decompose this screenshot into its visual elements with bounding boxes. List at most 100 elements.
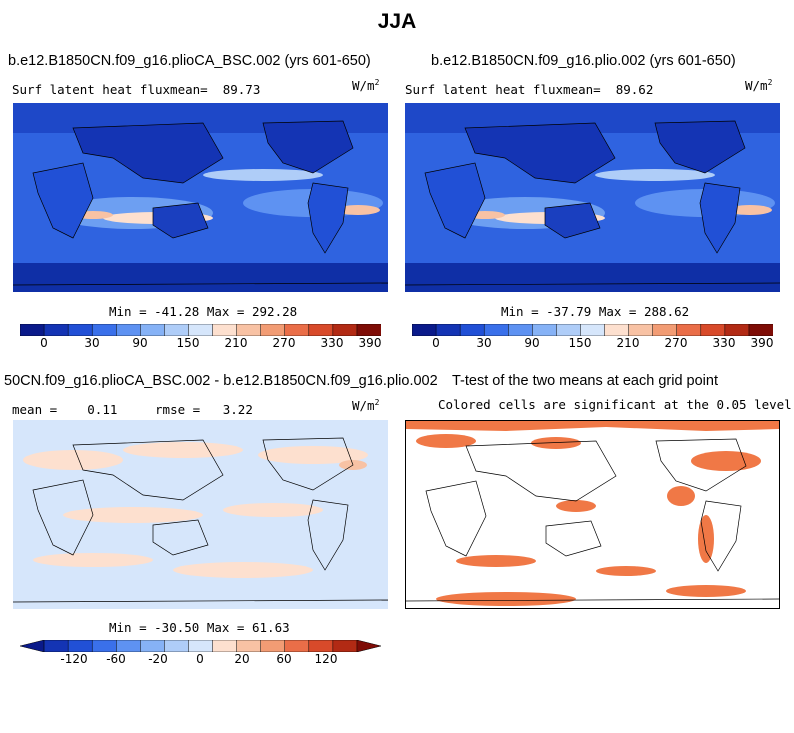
panel-4-map	[405, 420, 780, 609]
colorbar-swatch	[652, 324, 678, 336]
panel-3-stats: mean = 0.11 rmse = 3.22	[12, 402, 253, 417]
panel-3-colorbar-labels: -120 -60 -20 0 20 60 120	[20, 652, 381, 668]
colorbar-swatch	[459, 324, 485, 336]
cb1-tick-4: 210	[224, 336, 248, 350]
colorbar-swatch	[412, 324, 437, 336]
panel-2-mean-text: Surf latent heat fluxmean=	[405, 82, 601, 97]
cb2-tick-6: 330	[712, 336, 736, 350]
panel-2-title: b.e12.B1850CN.f09_g16.plio.002 (yrs 601-…	[431, 53, 736, 69]
colorbar-swatch	[483, 324, 510, 336]
colorbar-swatch	[188, 324, 214, 336]
colorbar-swatch	[260, 640, 286, 652]
colorbar-swatch	[260, 324, 286, 336]
cb1-tick-3: 150	[176, 336, 200, 350]
panel-1-minmax: Min = -41.28 Max = 292.28	[109, 304, 298, 319]
cb2-tick-5: 270	[664, 336, 688, 350]
colorbar-swatch	[212, 324, 238, 336]
panel-3-units-base: W/m	[352, 398, 375, 414]
colorbar-swatch	[604, 324, 630, 336]
cb1-tick-0: 0	[40, 336, 48, 350]
panel-1-colorbar-labels: 0 30 90 150 210 270 330 390	[20, 336, 381, 352]
colorbar-swatch	[748, 324, 773, 336]
colorbar-swatch	[188, 640, 214, 652]
panel-1-title: b.e12.B1850CN.f09_g16.plioCA_BSC.002 (yr…	[8, 53, 371, 69]
colorbar-swatch	[164, 640, 190, 652]
figure-title: JJA	[377, 10, 417, 33]
panel-2-colorbar-labels: 0 30 90 150 210 270 330 390	[412, 336, 773, 352]
cb3-tick-3: 0	[196, 652, 204, 666]
panel-2-units: W/m2	[745, 78, 772, 93]
colorbar-swatch	[67, 640, 93, 652]
cb3-tick-4: 20	[234, 652, 250, 666]
panel-3-mean-value: 0.11	[87, 402, 118, 417]
panel-1-map-svg	[13, 103, 388, 292]
cb1-tick-2: 90	[132, 336, 148, 350]
panel-3-rmse-value: 3.22	[222, 402, 253, 417]
panel-1-units: W/m2	[352, 78, 379, 93]
panel-4-map-svg	[406, 421, 779, 608]
panel-4-title: T-test of the two means at each grid poi…	[452, 373, 718, 389]
colorbar-swatch	[20, 324, 45, 336]
colorbar-swatch	[356, 324, 381, 336]
panel-2-map-svg	[405, 103, 780, 292]
cb3-tick-0: -120	[60, 652, 88, 666]
colorbar-swatch	[332, 324, 358, 336]
panel-3-colorbar	[20, 640, 381, 652]
colorbar-swatch	[116, 324, 142, 336]
colorbar-swatch	[508, 324, 534, 336]
panel-2-mean-label: Surf latent heat fluxmean= 89.62	[405, 82, 653, 97]
colorbar-swatch	[308, 324, 334, 336]
colorbar-swatch	[212, 640, 238, 652]
panel-1-mean-label: Surf latent heat fluxmean= 89.73	[12, 82, 260, 97]
colorbar-swatch	[91, 324, 118, 336]
panel-3-units-exp: 2	[374, 398, 380, 407]
panel-1-units-exp: 2	[374, 78, 380, 87]
panel-2-minmax: Min = -37.79 Max = 288.62	[501, 304, 690, 319]
panel-4-subtitle: Colored cells are significant at the 0.0…	[438, 397, 792, 412]
colorbar-swatch	[628, 324, 654, 336]
panel-3-map	[13, 420, 388, 609]
cb1-tick-1: 30	[84, 336, 100, 350]
colorbar-swatch	[236, 324, 262, 336]
colorbar-swatch	[91, 640, 118, 652]
cb3-tick-1: -60	[106, 652, 126, 666]
cb2-tick-3: 150	[568, 336, 592, 350]
cb3-tick-5: 60	[276, 652, 292, 666]
panel-3-rmse-label: rmse =	[155, 402, 201, 417]
cb1-tick-5: 270	[272, 336, 296, 350]
cb2-tick-1: 30	[476, 336, 492, 350]
panel-2-units-base: W/m	[745, 78, 768, 94]
panel-3-title: 50CN.f09_g16.plioCA_BSC.002 - b.e12.B185…	[4, 373, 438, 389]
panel-3-map-svg	[13, 420, 388, 609]
colorbar-swatch	[435, 324, 461, 336]
panel-3-minmax: Min = -30.50 Max = 61.63	[109, 620, 290, 635]
colorbar-swatch	[724, 324, 750, 336]
colorbar-swatch	[332, 640, 358, 652]
colorbar-swatch	[116, 640, 142, 652]
colorbar-swatch	[284, 640, 310, 652]
cb3-tick-2: -20	[148, 652, 168, 666]
panel-1-mean-value: 89.73	[222, 82, 261, 97]
cb2-tick-2: 90	[524, 336, 540, 350]
panel-3-units: W/m2	[352, 398, 379, 413]
colorbar-swatch	[532, 324, 558, 336]
cb2-tick-4: 210	[616, 336, 640, 350]
colorbar-swatch	[140, 640, 166, 652]
colorbar-swatch	[308, 640, 334, 652]
colorbar-swatch	[236, 640, 262, 652]
cb3-tick-6: 120	[314, 652, 338, 666]
cb1-tick-7: 390	[358, 336, 382, 350]
colorbar-swatch	[43, 640, 69, 652]
colorbar-swatch	[700, 324, 726, 336]
colorbar-swatch	[556, 324, 582, 336]
panel-2-colorbar	[412, 324, 773, 336]
panel-2-units-exp: 2	[767, 78, 773, 87]
panel-1-mean-text: Surf latent heat fluxmean=	[12, 82, 208, 97]
colorbar-swatch	[140, 324, 166, 336]
cb2-tick-0: 0	[432, 336, 440, 350]
panel-1-map	[13, 103, 388, 292]
panel-1-colorbar	[20, 324, 381, 336]
cb1-tick-6: 330	[320, 336, 344, 350]
colorbar-swatch	[67, 324, 93, 336]
colorbar-swatch	[43, 324, 69, 336]
